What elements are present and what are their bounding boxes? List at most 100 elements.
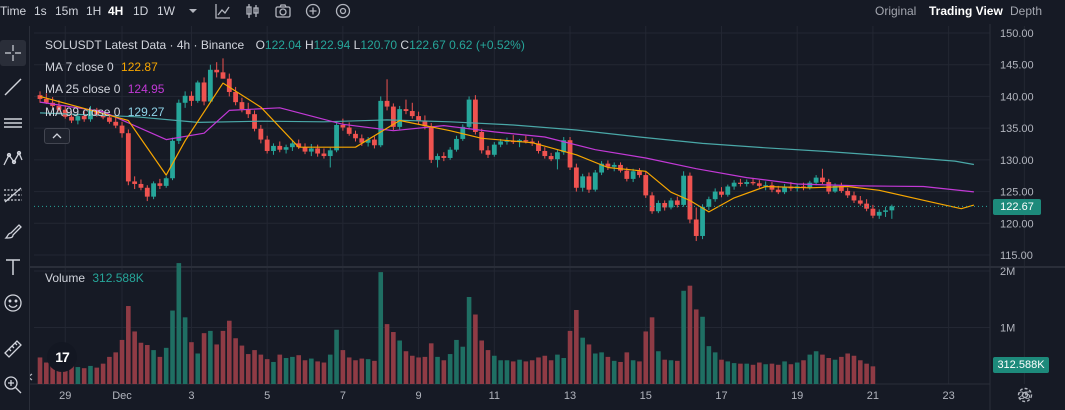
volume-bar — [479, 340, 484, 384]
brush-tool[interactable] — [0, 218, 26, 244]
volume-bar — [233, 338, 238, 384]
timeframe-15m[interactable]: 15m — [55, 4, 79, 18]
candle-body — [466, 99, 472, 127]
emoji-tool[interactable] — [0, 290, 26, 316]
volume-bar — [258, 354, 264, 384]
candle-body — [157, 183, 163, 186]
volume-axis: 2M 1M — [1000, 266, 1015, 335]
candle-body — [573, 167, 579, 188]
volume-bar — [498, 360, 503, 384]
price-axis-label: 125.00 — [1000, 187, 1034, 199]
volume-bar — [807, 354, 813, 384]
volume-bar — [870, 366, 876, 384]
indicator-chart-icon[interactable] — [214, 2, 232, 20]
candle-body — [687, 175, 693, 220]
candle-body — [37, 95, 43, 99]
settings-gear-icon[interactable] — [334, 2, 352, 20]
pattern-tool[interactable] — [0, 146, 26, 172]
volume-bar — [44, 362, 49, 384]
candle-body — [296, 143, 302, 148]
candle-body — [807, 182, 813, 188]
timeframe-time[interactable]: Time — [0, 4, 27, 18]
timeframe-1s[interactable]: 1s — [34, 4, 47, 18]
candle-body — [870, 208, 876, 216]
settings-icon[interactable] — [1016, 386, 1034, 404]
candle-body — [555, 152, 560, 160]
price-axis: 150.00 145.00 140.00 135.00 130.00 125.00 120.… — [1000, 28, 1034, 262]
volume-bar — [662, 359, 667, 384]
volume-bar — [536, 357, 541, 384]
candle-body — [460, 126, 466, 139]
text-tool[interactable] — [0, 254, 26, 280]
candle-body — [144, 187, 150, 197]
volume-bar — [725, 361, 731, 384]
candle-body — [195, 82, 201, 101]
crosshair-tool[interactable] — [0, 40, 26, 66]
candle-body — [498, 141, 504, 145]
drawing-toolbar — [0, 26, 30, 410]
volume-bar — [637, 361, 642, 384]
add-circle-icon[interactable] — [304, 2, 322, 20]
candle-body — [107, 117, 112, 122]
ruler-tool[interactable] — [0, 336, 26, 362]
change-value: 0.62 (+0.52%) — [449, 38, 525, 52]
volume-bar — [340, 350, 346, 384]
volume-bar — [706, 346, 712, 384]
candle-body — [359, 138, 365, 143]
volume-bar — [290, 356, 295, 384]
volume-bar — [504, 360, 510, 384]
volume-bar — [378, 272, 384, 384]
volume-bar — [409, 355, 415, 384]
volume-label: Volume — [45, 271, 86, 285]
candle-body — [170, 140, 175, 179]
candle-body — [838, 185, 844, 191]
volume-bar — [252, 350, 257, 384]
candle-body — [258, 128, 264, 140]
candle-body — [592, 172, 598, 190]
ma99-line — [39, 112, 975, 166]
candle-body — [706, 199, 712, 207]
camera-icon[interactable] — [274, 2, 292, 20]
volume-bar — [144, 345, 150, 384]
time-axis-label: 9 — [416, 390, 422, 402]
volume-bar — [782, 361, 787, 384]
volume-bar — [864, 363, 869, 384]
fib-tool[interactable] — [0, 182, 26, 208]
candle-type-icon[interactable] — [244, 2, 262, 20]
candle-body — [416, 116, 421, 122]
volume-bar — [428, 343, 434, 384]
volume-bar — [548, 360, 554, 384]
candle-body — [327, 150, 333, 157]
volume-bar — [138, 342, 144, 384]
candle-body — [56, 105, 62, 110]
collapse-legend-button[interactable] — [44, 128, 70, 144]
open-value: 122.04 — [264, 38, 302, 52]
tab-trading-view[interactable]: Trading View — [929, 4, 1003, 18]
chevron-down-icon[interactable] — [184, 2, 202, 20]
zoom-icon — [4, 376, 22, 394]
volume-bar — [555, 354, 560, 384]
zoom-tool[interactable] — [0, 372, 26, 398]
candle-body — [782, 186, 787, 193]
tab-original[interactable]: Original — [875, 4, 917, 18]
timeframe-1d[interactable]: 1D — [133, 4, 149, 18]
trendline-tool[interactable] — [0, 74, 26, 100]
time-axis-label: 5 — [264, 390, 270, 402]
volume-bar — [738, 363, 743, 384]
volume-bar — [473, 314, 478, 384]
candle-body — [334, 124, 339, 151]
timeframe-1h[interactable]: 1H — [86, 4, 102, 18]
candle-body — [769, 185, 775, 190]
tradingview-logo[interactable]: 17 — [47, 342, 77, 372]
tab-depth[interactable]: Depth — [1010, 4, 1043, 18]
candle-body — [302, 147, 308, 152]
volume-bar — [189, 342, 194, 384]
candle-body — [189, 95, 194, 101]
high-value: 122.94 — [313, 38, 351, 52]
timeframe-4h[interactable]: 4H — [108, 4, 124, 18]
volume-bar — [195, 353, 201, 384]
horizontal-lines-tool[interactable] — [0, 110, 26, 136]
trendline-icon — [4, 78, 22, 96]
timeframe-1w[interactable]: 1W — [157, 4, 175, 18]
